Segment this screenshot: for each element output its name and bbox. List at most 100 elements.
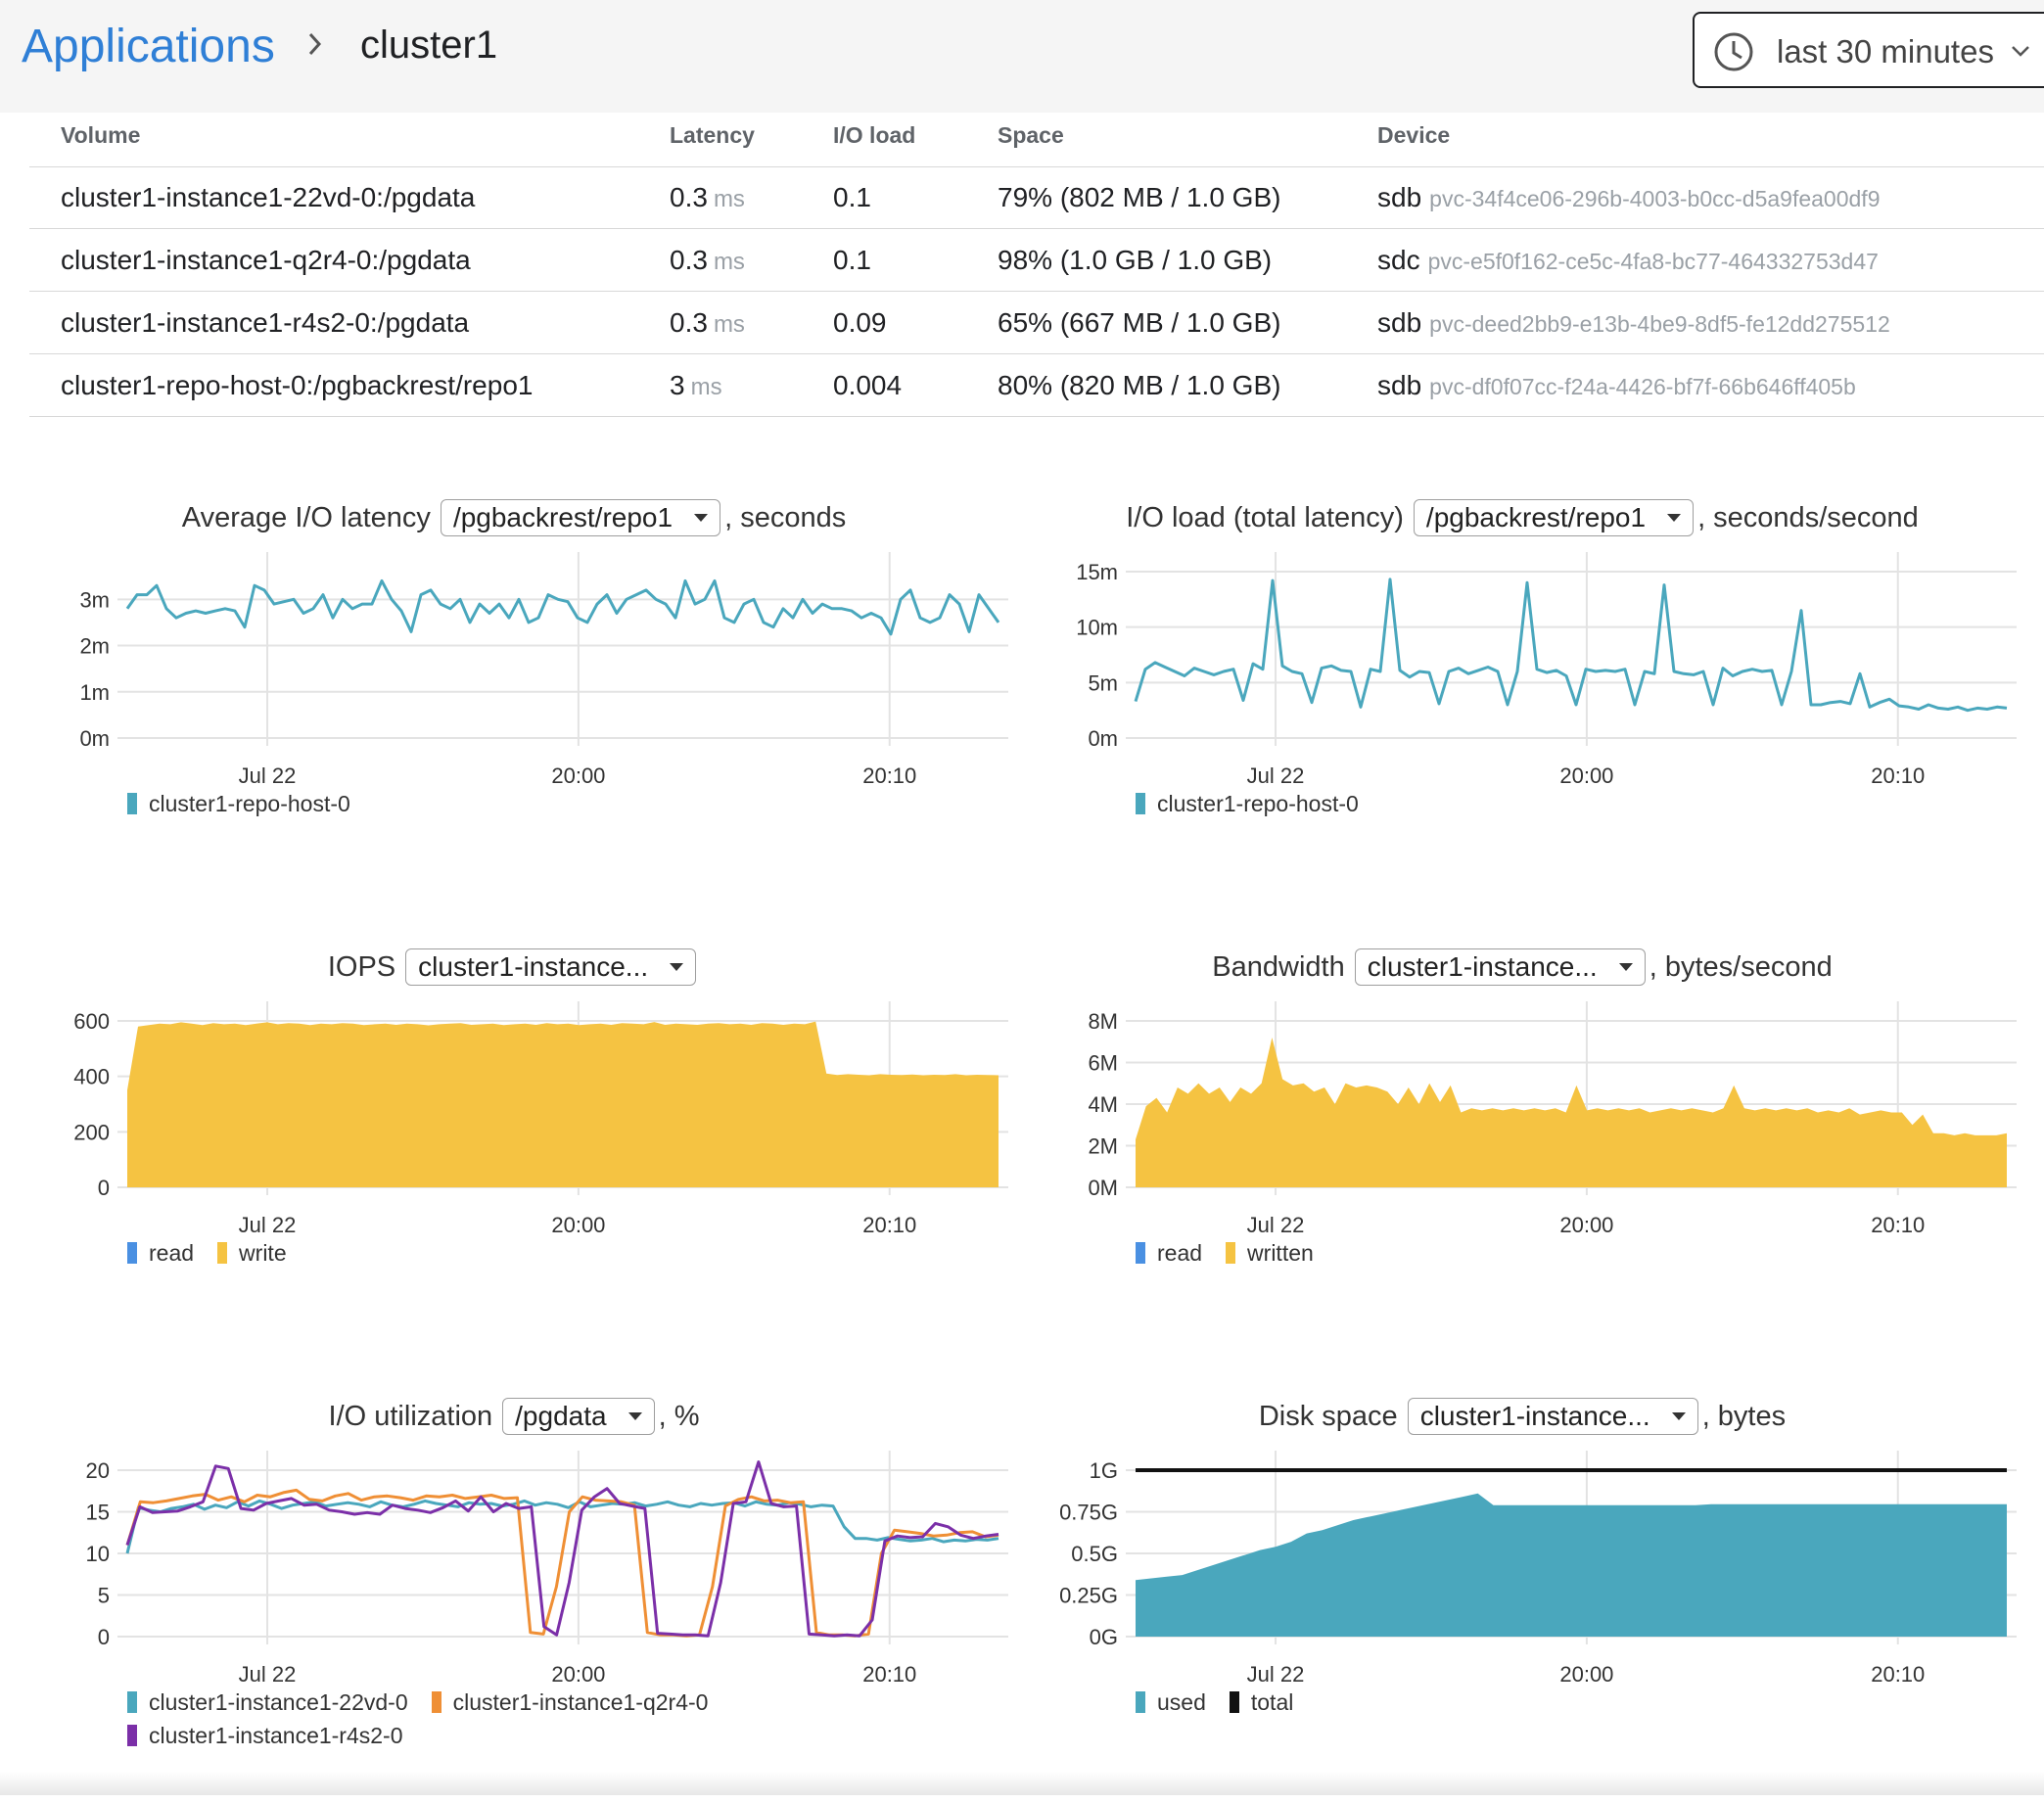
y-tick-label: 0 [98, 1625, 110, 1649]
chart-title: Average I/O latency/pgbackrest/repo1 , se… [20, 493, 1008, 542]
series-selector[interactable]: /pgdata [502, 1398, 655, 1435]
series-selector[interactable]: /pgbackrest/repo1 [440, 499, 721, 536]
series-cluster1-repo-host-0 [125, 578, 1000, 636]
chart-title-suffix: , bytes [1701, 1400, 1787, 1432]
table-header: Volume Latency I/O load Space Device [29, 113, 2044, 167]
legend-item[interactable]: written [1226, 1236, 1314, 1270]
y-tick-label: 5 [98, 1584, 110, 1608]
y-tick-label: 15m [1076, 560, 1118, 584]
legend-item[interactable]: read [1136, 1236, 1202, 1270]
y-tick-label: 10 [86, 1542, 110, 1566]
legend-swatch [127, 793, 137, 814]
time-range-label: last 30 minutes [1777, 33, 1994, 69]
legend-item[interactable]: cluster1-instance1-22vd-0 [127, 1686, 408, 1719]
breadcrumb-applications-link[interactable]: Applications [22, 21, 275, 72]
chart-legend: read write [127, 1236, 310, 1270]
legend-item[interactable]: cluster1-instance1-q2r4-0 [431, 1686, 709, 1719]
cell-io-load: 0.004 [833, 370, 903, 400]
time-range-picker[interactable]: last 30 minutes [1693, 12, 2044, 88]
chart-panel-iops: IOPS cluster1-instance... 0 200 400 600 Jul 22… [20, 943, 1008, 1354]
chart-plot: 0M 2M 4M 6M 8M Jul 22 20:00 20:10 [1088, 1001, 2017, 1237]
legend-item[interactable]: cluster1-repo-host-0 [127, 787, 350, 820]
latency-value: 3 [670, 370, 685, 400]
y-tick-label: 1m [79, 680, 110, 705]
series-selector[interactable]: /pgbackrest/repo1 [1413, 499, 1695, 536]
y-tick-label: 4M [1088, 1092, 1118, 1117]
chart-title-text: I/O load (total latency) [1126, 501, 1404, 533]
x-tick-label: Jul 22 [239, 763, 297, 788]
series-write [127, 1021, 999, 1187]
latency-unit: ms [690, 374, 722, 400]
series-selector-value: /pgbackrest/repo1 [452, 502, 674, 532]
scroll-fade [0, 1772, 2044, 1795]
y-tick-label: 3m [79, 587, 110, 612]
chart-legend: used total [1136, 1686, 1317, 1719]
dropdown-caret-icon [1618, 963, 1633, 971]
x-tick-label: Jul 22 [239, 1213, 297, 1237]
series-selector-value: /pgbackrest/repo1 [1425, 502, 1647, 532]
series-selector[interactable]: cluster1-instance... [1354, 948, 1646, 986]
legend-item[interactable]: write [217, 1236, 287, 1270]
x-tick-label: 20:10 [1871, 1213, 1925, 1237]
series-selector[interactable]: cluster1-instance... [405, 948, 697, 986]
latency-unit: ms [713, 249, 745, 275]
cell-volume: cluster1-instance1-r4s2-0:/pgdata [61, 307, 470, 338]
legend-item[interactable]: used [1136, 1686, 1206, 1719]
series-cluster1-instance1-r4s2-0 [125, 1460, 999, 1638]
device-pvc: pvc-df0f07cc-f24a-4426-bf7f-66b646ff405b [1429, 374, 1856, 399]
table-row[interactable]: cluster1-instance1-q2r4-0:/pgdata 0.3 ms 0.… [29, 229, 2044, 292]
legend-item[interactable]: read [127, 1236, 194, 1270]
legend-swatch [127, 1725, 137, 1746]
latency-value: 0.3 [670, 307, 708, 338]
table-row[interactable]: cluster1-instance1-22vd-0:/pgdata 0.3 ms 0.… [29, 166, 2044, 229]
cell-device: sdb pvc-df0f07cc-f24a-4426-bf7f-66b646ff4… [1377, 370, 1856, 401]
legend-swatch [1136, 1691, 1145, 1713]
legend-label: used [1157, 1688, 1206, 1715]
chart-panel-bandwidth: Bandwidth cluster1-instance... , bytes/sec… [1028, 943, 2017, 1354]
table-row[interactable]: cluster1-instance1-r4s2-0:/pgdata 0.3 ms 0.… [29, 292, 2044, 354]
x-tick-label: Jul 22 [239, 1662, 297, 1687]
series-cluster1-instance1-22vd-0 [125, 1499, 999, 1554]
x-tick-label: 20:10 [862, 1662, 916, 1687]
legend-label: cluster1-instance1-q2r4-0 [452, 1688, 709, 1715]
device-pvc: pvc-deed2bb9-e13b-4be9-8df5-fe12dd275512 [1429, 311, 1890, 337]
y-tick-label: 2M [1088, 1134, 1118, 1159]
chart-legend: cluster1-repo-host-0 [127, 787, 374, 820]
series-cluster1-repo-host-0 [1134, 578, 2008, 713]
device-name: sdb [1377, 182, 1422, 212]
legend-label: read [1157, 1239, 1203, 1266]
column-header-device[interactable]: Device [1377, 122, 1451, 148]
legend-swatch [1136, 793, 1145, 814]
chart-title-text: Disk space [1258, 1400, 1398, 1432]
legend-swatch [1226, 1242, 1236, 1264]
cell-io-load: 0.1 [833, 245, 871, 275]
cell-io-load: 0.09 [833, 307, 887, 338]
cell-latency: 0.3 ms [670, 182, 745, 213]
y-tick-label: 15 [86, 1501, 110, 1525]
table-row[interactable]: cluster1-repo-host-0:/pgbackrest/repo1 3 m… [29, 354, 2044, 417]
series-selector[interactable]: cluster1-instance... [1407, 1398, 1698, 1435]
chart-legend: cluster1-repo-host-0 [1136, 787, 1382, 820]
chart-title: IOPS cluster1-instance... [20, 943, 1008, 992]
legend-item[interactable]: total [1229, 1686, 1293, 1719]
dropdown-caret-icon [670, 963, 684, 971]
chart-legend: read written [1136, 1236, 1337, 1270]
device-name: sdc [1377, 245, 1420, 275]
column-header-latency[interactable]: Latency [670, 122, 755, 148]
column-header-space[interactable]: Space [998, 122, 1064, 148]
y-tick-label: 0.75G [1059, 1501, 1118, 1525]
chart-plot: 0 200 400 600 Jul 22 20:00 20:10 [73, 1001, 1008, 1237]
legend-item[interactable]: cluster1-instance1-r4s2-0 [127, 1719, 403, 1752]
chart-title: I/O utilization/pgdata , % [20, 1392, 1008, 1441]
column-header-volume[interactable]: Volume [61, 122, 141, 148]
chart-panel-disk-space: Disk space cluster1-instance..., bytes 0G 0… [1028, 1392, 2017, 1803]
y-tick-label: 1G [1090, 1458, 1118, 1483]
legend-label: cluster1-instance1-r4s2-0 [149, 1722, 403, 1748]
column-header-io-load[interactable]: I/O load [833, 122, 916, 148]
x-tick-label: 20:10 [1871, 1662, 1925, 1687]
legend-item[interactable]: cluster1-repo-host-0 [1136, 787, 1359, 820]
chart-title-text: IOPS [327, 950, 396, 983]
latency-unit: ms [713, 186, 745, 212]
y-tick-label: 20 [86, 1458, 110, 1483]
legend-swatch [1136, 1242, 1145, 1264]
